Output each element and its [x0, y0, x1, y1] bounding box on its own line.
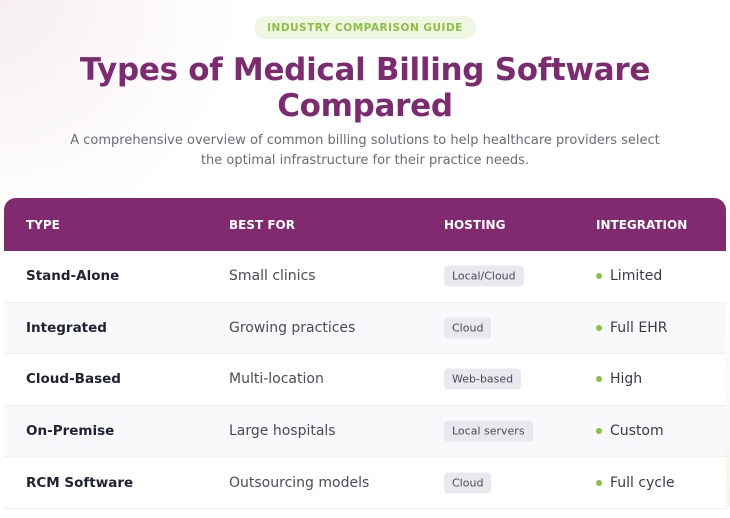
best-for-cell: Small clinics [229, 268, 316, 285]
hosting-tag: Local/Cloud [444, 265, 524, 287]
comparison-table: TYPE BEST FOR HOSTING INTEGRATION Stand-… [4, 198, 726, 518]
hosting-tag: Local servers [444, 420, 533, 442]
integration-cell: High [596, 371, 642, 387]
integration-label: Custom [610, 423, 664, 440]
table-row: Stand-Alone Small clinics Local/Cloud Li… [4, 251, 726, 303]
status-dot-icon [596, 273, 602, 280]
status-dot-icon [596, 376, 602, 383]
column-header-best-for: BEST FOR [229, 217, 295, 232]
best-for-cell: Outsourcing models [229, 474, 370, 491]
integration-label: High [610, 371, 643, 388]
integration-cell: Full EHR [596, 320, 668, 336]
type-cell: RCM Software [26, 474, 134, 491]
column-header-type: TYPE [26, 217, 60, 232]
integration-cell: Limited [596, 268, 662, 284]
status-dot-icon [596, 324, 602, 331]
status-dot-icon [596, 479, 602, 486]
type-cell: Cloud-Based [26, 371, 121, 388]
table-header: TYPE BEST FOR HOSTING INTEGRATION [4, 198, 726, 251]
category-badge: INDUSTRY COMPARISON GUIDE [254, 16, 476, 39]
best-for-cell: Large hospitals [229, 423, 336, 440]
background-decoration [0, 0, 260, 220]
table-row: Cloud-Based Multi-location Web-based Hig… [4, 354, 726, 406]
best-for-cell: Multi-location [229, 371, 324, 388]
integration-label: Full EHR [610, 319, 668, 336]
hosting-tag: Cloud [444, 472, 492, 494]
type-cell: On-Premise [26, 423, 115, 440]
page-subtitle: A comprehensive overview of common billi… [70, 133, 660, 168]
integration-cell: Custom [596, 423, 664, 439]
hosting-tag: Cloud [444, 317, 492, 339]
hosting-tag: Web-based [444, 368, 522, 390]
table-row: RCM Software Outsourcing models Cloud Fu… [4, 457, 726, 509]
type-cell: Stand-Alone [26, 268, 120, 285]
column-header-integration: INTEGRATION [596, 217, 688, 232]
column-header-hosting: HOSTING [444, 217, 506, 232]
integration-label: Limited [610, 268, 663, 285]
best-for-cell: Growing practices [229, 319, 356, 336]
integration-label: Full cycle [610, 474, 675, 491]
page-title: Types of Medical Billing Software Compar… [79, 52, 651, 124]
table-row: On-Premise Large hospitals Local servers… [4, 405, 726, 458]
integration-cell: Full cycle [596, 475, 675, 491]
status-dot-icon [596, 428, 602, 435]
table-row: Integrated Growing practices Cloud Full … [4, 302, 726, 355]
type-cell: Integrated [26, 319, 107, 336]
